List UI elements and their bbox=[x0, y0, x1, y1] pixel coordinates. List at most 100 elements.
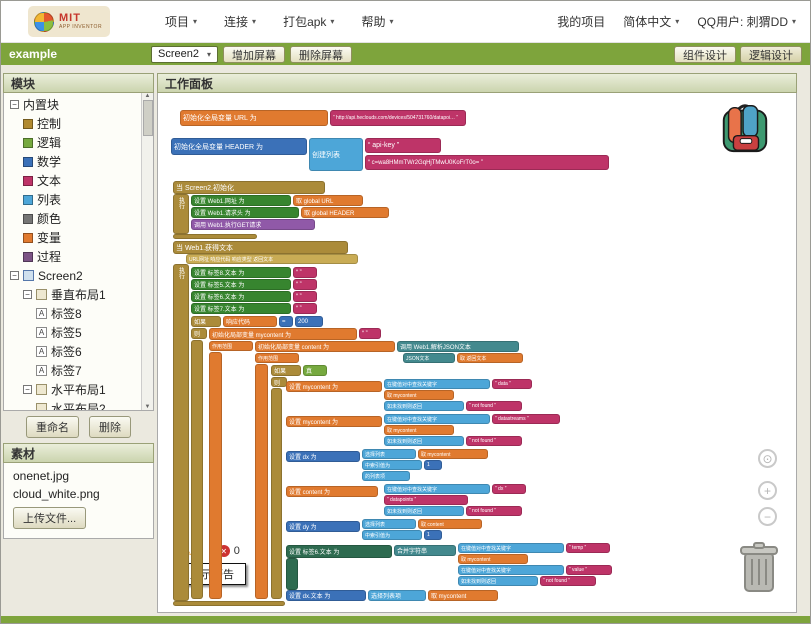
block[interactable]: 初始化全局变量 HEADER 为 bbox=[171, 138, 307, 155]
scroll-down-icon[interactable]: ▼ bbox=[144, 404, 151, 410]
block[interactable]: “ http://api.heclouds.com/devices/504731… bbox=[330, 110, 466, 126]
block[interactable]: = bbox=[279, 316, 293, 327]
block[interactable] bbox=[173, 601, 285, 606]
zoom-out-button[interactable]: − bbox=[758, 507, 777, 526]
block[interactable]: 设置 dy 为 bbox=[286, 521, 360, 532]
block[interactable]: “ not found ” bbox=[540, 576, 596, 586]
block[interactable]: 1 bbox=[424, 460, 442, 470]
tree-item-16[interactable]: 水平布局2 bbox=[4, 399, 153, 410]
remove-screen-button[interactable]: 删除屏幕 bbox=[290, 45, 352, 63]
block[interactable]: “ not found ” bbox=[466, 401, 522, 411]
collapse-icon[interactable]: − bbox=[23, 290, 32, 299]
block[interactable] bbox=[191, 340, 203, 599]
block[interactable]: 设置 标签6.文本 为 bbox=[286, 545, 392, 558]
media-item-0[interactable]: onenet.jpg bbox=[13, 469, 70, 483]
block[interactable]: “ ” bbox=[293, 279, 317, 290]
block[interactable]: 如果 bbox=[191, 316, 221, 327]
blocks-canvas[interactable]: ⊙ + − ⚠ 0 bbox=[157, 93, 797, 613]
block[interactable] bbox=[271, 388, 282, 599]
block[interactable]: 设置 标签5.文本 为 bbox=[191, 279, 291, 290]
menu-item-0[interactable]: 项目 ▾ bbox=[165, 13, 197, 30]
block[interactable]: 取 mycontent bbox=[384, 425, 454, 435]
block[interactable]: 中索引值为 bbox=[362, 460, 422, 470]
block[interactable]: “ ” bbox=[293, 267, 317, 278]
block[interactable]: 在键值对中查找关键字 bbox=[458, 565, 564, 575]
block[interactable]: 取 global HEADER bbox=[301, 207, 389, 218]
tree-item-0[interactable]: − 内置块 bbox=[4, 95, 153, 114]
block[interactable]: 设置 标签6.文本 为 bbox=[191, 291, 291, 302]
block[interactable]: “ data ” bbox=[492, 379, 532, 389]
block[interactable]: 设置 content 为 bbox=[286, 486, 378, 497]
block[interactable]: 如未找到则返回 bbox=[384, 436, 464, 446]
collapse-icon[interactable]: − bbox=[10, 271, 19, 280]
block[interactable]: 当 Web1.获得文本 bbox=[173, 241, 348, 254]
block[interactable]: 初始化全局变量 URL 为 bbox=[180, 110, 328, 126]
block[interactable]: 响应代码 bbox=[223, 316, 277, 327]
block[interactable]: 初始化局部变量 mycontent 为 bbox=[209, 328, 357, 340]
block[interactable]: 在键值对中查找关键字 bbox=[384, 379, 490, 389]
block[interactable]: “ not found ” bbox=[466, 506, 522, 516]
block[interactable] bbox=[255, 364, 268, 599]
block[interactable]: 取 mycontent bbox=[418, 449, 488, 459]
block[interactable]: 选择列表 bbox=[362, 519, 416, 529]
block[interactable]: 取 返回文本 bbox=[457, 353, 523, 363]
tree-item-9[interactable]: − Screen2 bbox=[4, 266, 153, 285]
tree-item-1[interactable]: 控制 bbox=[4, 114, 153, 133]
zoom-reset-button[interactable]: ⊙ bbox=[758, 449, 777, 468]
block[interactable]: 设置 dx 为 bbox=[286, 451, 360, 462]
block[interactable]: 取 global URL bbox=[293, 195, 363, 206]
zoom-in-button[interactable]: + bbox=[758, 481, 777, 500]
collapse-icon[interactable]: − bbox=[10, 100, 19, 109]
block[interactable]: 真 bbox=[303, 365, 327, 376]
block[interactable]: 执行 bbox=[173, 264, 189, 601]
block[interactable]: 设置 mycontent 为 bbox=[286, 416, 382, 427]
block[interactable]: 调用 Web1.解析JSON文本 bbox=[397, 341, 519, 352]
trash-icon[interactable] bbox=[736, 539, 782, 595]
block[interactable]: 的列表项 bbox=[362, 471, 410, 481]
block[interactable]: “ datapoints ” bbox=[384, 495, 468, 505]
account-item-0[interactable]: 我的项目 bbox=[557, 13, 605, 30]
tree-scrollbar[interactable]: ▲ ▼ bbox=[141, 93, 153, 410]
block[interactable] bbox=[209, 352, 222, 599]
tree-item-15[interactable]: − 水平布局1 bbox=[4, 380, 153, 399]
block[interactable]: 如未找到则返回 bbox=[384, 506, 464, 516]
block[interactable]: 则 bbox=[271, 377, 287, 387]
block[interactable]: 如果 bbox=[271, 365, 301, 376]
block[interactable]: 作用范围 bbox=[255, 353, 299, 363]
block[interactable]: “ ” bbox=[359, 328, 381, 339]
block[interactable]: 设置 mycontent 为 bbox=[286, 381, 382, 392]
block[interactable]: 选择列表项 bbox=[368, 590, 426, 601]
scroll-up-icon[interactable]: ▲ bbox=[144, 93, 151, 99]
add-screen-button[interactable]: 增加屏幕 bbox=[223, 45, 285, 63]
block[interactable]: 调用 Web1.执行GET请求 bbox=[191, 219, 315, 230]
account-item-2[interactable]: QQ用户: 刺猬DD ▾ bbox=[697, 13, 796, 30]
delete-button[interactable]: 删除 bbox=[89, 416, 131, 438]
upload-file-button[interactable]: 上传文件... bbox=[13, 507, 87, 529]
block[interactable]: 创建列表 bbox=[309, 138, 363, 171]
block[interactable]: 设置 Web1.网址 为 bbox=[191, 195, 291, 206]
block[interactable]: 则 bbox=[191, 328, 207, 339]
block[interactable]: 取 content bbox=[418, 519, 482, 529]
block[interactable]: 在键值对中查找关键字 bbox=[384, 414, 490, 424]
rename-button[interactable]: 重命名 bbox=[26, 416, 79, 438]
tree-item-14[interactable]: A 标签7 bbox=[4, 361, 153, 380]
block[interactable]: 在键值对中查找关键字 bbox=[458, 543, 564, 553]
block[interactable]: “ dx ” bbox=[492, 484, 526, 494]
block[interactable]: “ temp ” bbox=[566, 543, 610, 553]
block[interactable]: 当 Screen2.初始化 bbox=[173, 181, 325, 194]
tree-item-10[interactable]: − 垂直布局1 bbox=[4, 285, 153, 304]
block[interactable]: 设置 标签7.文本 为 bbox=[191, 303, 291, 314]
menu-item-2[interactable]: 打包apk ▾ bbox=[283, 13, 334, 30]
blocks-view-button[interactable]: 逻辑设计 bbox=[740, 45, 802, 63]
menu-item-3[interactable]: 帮助 ▾ bbox=[361, 13, 393, 30]
block[interactable]: 取 mycontent bbox=[458, 554, 528, 564]
collapse-icon[interactable]: − bbox=[23, 385, 32, 394]
block[interactable]: 在键值对中查找关键字 bbox=[384, 484, 490, 494]
block[interactable]: “ value ” bbox=[566, 565, 612, 575]
block[interactable]: 中索引值为 bbox=[362, 530, 422, 540]
menu-item-1[interactable]: 连接 ▾ bbox=[224, 13, 256, 30]
tree-item-11[interactable]: A 标签8 bbox=[4, 304, 153, 323]
scrollbar-thumb[interactable] bbox=[142, 100, 153, 136]
block[interactable]: 合并字符串 bbox=[394, 545, 456, 556]
block[interactable]: 如未找到则返回 bbox=[458, 576, 538, 586]
